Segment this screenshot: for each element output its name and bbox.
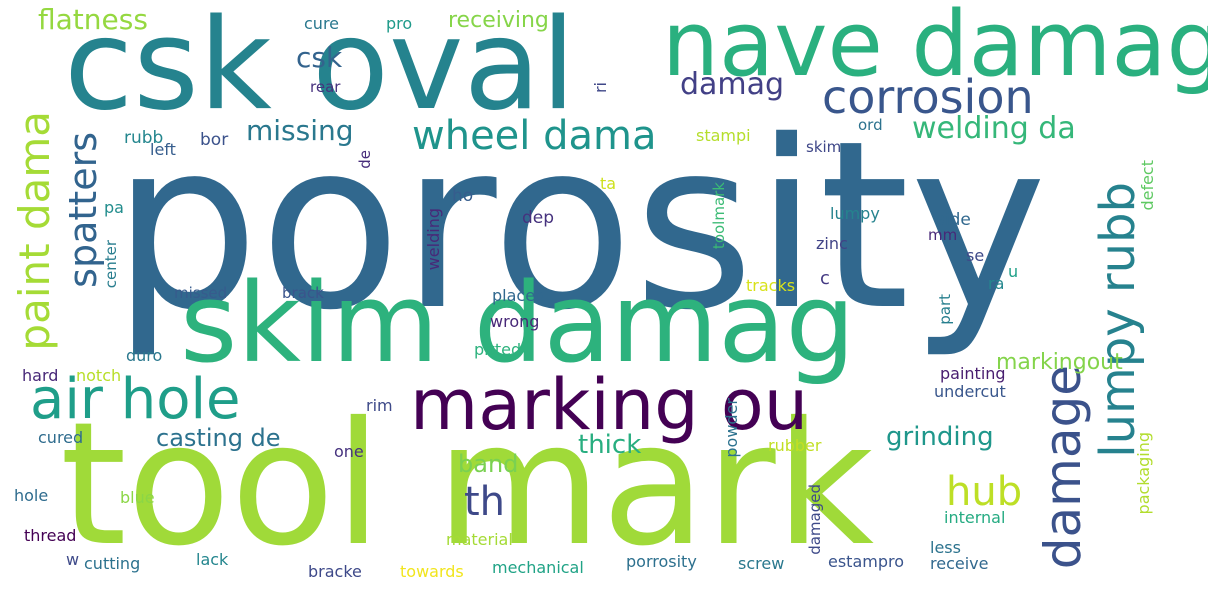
word-left: left — [150, 140, 176, 159]
word-mechanical: mechanical — [492, 558, 584, 577]
word-ra: ra — [988, 274, 1005, 293]
word-tool-mark: tool mark — [60, 386, 875, 584]
word-cutting: cutting — [84, 554, 141, 573]
word-packaging: packaging — [1134, 432, 1153, 515]
word-skim-damag: skim damag — [180, 259, 856, 387]
word-ho: ho — [452, 186, 474, 206]
word-air-hole: air hole — [30, 367, 241, 432]
word-duro: duro — [126, 346, 163, 365]
word-damag: damag — [680, 67, 785, 102]
word-cure: cure — [304, 14, 340, 33]
word-missed: missed — [174, 284, 228, 302]
word-welding-da: welding da — [912, 111, 1076, 146]
word-pa: pa — [104, 198, 124, 217]
word-skim: skim — [806, 138, 842, 156]
word-se: se — [966, 246, 985, 265]
word-marking-ou: marking ou — [410, 364, 809, 446]
word-damaged: damaged — [806, 484, 824, 555]
word-undercut: undercut — [934, 382, 1006, 401]
word-lack: lack — [196, 550, 229, 569]
word-porrosity: porrosity — [626, 552, 697, 571]
word-dep: dep — [522, 208, 555, 228]
word-tracks: tracks — [746, 276, 796, 295]
word-lumpy-rubb: lumpy rubb — [1090, 182, 1146, 458]
word-powder: powder — [722, 398, 741, 458]
word-csk-oval: csk oval — [64, 0, 576, 138]
word-welding: welding — [424, 208, 443, 271]
word-flatness: flatness — [38, 3, 148, 36]
word-ri: ri — [591, 82, 610, 94]
word-part: part — [936, 294, 954, 325]
word-toolmark: toolmark — [710, 182, 728, 250]
word-material: material — [446, 530, 513, 549]
word-porosity: porosity — [112, 91, 1048, 361]
word-u: u — [1008, 262, 1019, 281]
word-casting-de: casting de — [156, 424, 281, 452]
word-side: side — [936, 210, 971, 230]
word-band: band — [458, 450, 519, 478]
word-wrong: wrong — [490, 312, 540, 331]
word-receiving: receiving — [448, 8, 549, 33]
word-corrosion: corrosion — [822, 70, 1034, 124]
word-grinding: grinding — [886, 422, 994, 452]
word-paint-dama: paint dama — [10, 111, 59, 351]
word-lumpy: lumpy — [830, 204, 880, 223]
word-w: w — [66, 550, 80, 569]
word-brack: brack — [282, 284, 324, 302]
word-placed: placed — [492, 286, 546, 305]
word-center: center — [102, 240, 120, 289]
word-blue: blue — [120, 488, 155, 507]
word-estampro: estampro — [828, 552, 905, 571]
word-towards: towards — [400, 562, 464, 581]
word-stampi: stampi — [696, 126, 751, 145]
word-notch: notch — [76, 366, 122, 385]
word-spatters: spatters — [61, 132, 105, 288]
word-mm: mm — [928, 226, 958, 244]
word-thread: thread — [24, 526, 77, 545]
word-less: less — [930, 538, 961, 557]
word-hard: hard — [22, 366, 59, 385]
word-wheel-dama: wheel dama — [412, 113, 657, 159]
word-th: th — [464, 479, 506, 525]
word-painting: painting — [940, 364, 1006, 383]
word-de: de — [356, 150, 374, 169]
word-rim: rim — [366, 396, 393, 415]
word-ord: ord — [858, 116, 883, 134]
word-csk: csk — [296, 41, 343, 74]
word-hub: hub — [946, 469, 1023, 515]
word-damage: damage — [1034, 365, 1092, 570]
word-one: one — [334, 442, 364, 461]
word-screw: screw — [738, 554, 785, 573]
word-rear: rear — [310, 78, 341, 96]
word-pro: pro — [386, 14, 413, 33]
word-receive: receive — [930, 554, 989, 573]
word-c: c — [820, 268, 830, 289]
word-bor: bor — [200, 130, 229, 150]
word-missing: missing — [246, 114, 354, 147]
word-pitted: pitted — [474, 340, 522, 359]
word-cured: cured — [38, 428, 84, 447]
word-rubb: rubb — [124, 128, 164, 148]
word-rubber: rubber — [768, 436, 822, 455]
word-ta: ta — [600, 174, 617, 193]
word-thick: thick — [578, 430, 642, 460]
word-hole: hole — [14, 486, 49, 505]
word-nave-damag: nave damag — [662, 0, 1208, 97]
word-internal: internal — [944, 508, 1006, 527]
word-markingout: markingout — [996, 350, 1123, 375]
word-bracke: bracke — [308, 562, 362, 581]
word-defect: defect — [1138, 160, 1157, 211]
word-zinc: zinc — [816, 234, 848, 253]
